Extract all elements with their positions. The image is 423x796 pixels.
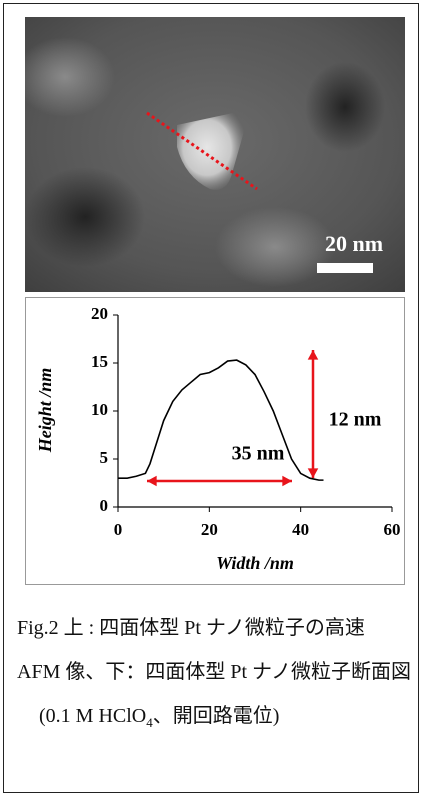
- chart: Width /nm Height /nm 0 5 10 15 20 0 20 40 60 35 n…: [25, 297, 405, 585]
- x-tick-label: 20: [201, 520, 218, 539]
- y-tick-label: 0: [100, 496, 109, 515]
- x-axis-label: Width /nm: [216, 553, 294, 573]
- y-tick-label: 10: [91, 400, 108, 419]
- scale-bar: [317, 263, 373, 273]
- annotation-label: 12 nm: [329, 409, 382, 431]
- chart-frame: [26, 298, 405, 585]
- annotation-label: 35 nm: [232, 443, 285, 465]
- x-tick-label: 60: [384, 520, 401, 539]
- y-tick-label: 20: [91, 304, 108, 323]
- x-tick-label: 40: [292, 520, 309, 539]
- y-axis-label: Height /nm: [35, 368, 55, 454]
- y-tick-label: 15: [91, 352, 108, 371]
- caption-part: 、開回路電位): [153, 705, 280, 727]
- afm-image: 20 nm: [25, 17, 405, 292]
- caption-conditions: (0.1 M HClO4、開回路電位): [17, 694, 412, 745]
- x-tick-label: 0: [114, 520, 123, 539]
- y-tick-label: 5: [100, 448, 109, 467]
- caption: Fig.2 上 : 四面体型 Pt ナノ微粒子の高速 AFM 像、下：四面体型 …: [17, 606, 412, 745]
- page: {"image": {"scale_bar_label": "20 nm"}, …: [0, 0, 423, 796]
- scale-bar-label: 20 nm: [325, 231, 383, 256]
- afm-texture: [25, 167, 145, 267]
- caption-text: Fig.2 上 : 四面体型 Pt ナノ微粒子の高速 AFM 像、下：四面体型 …: [17, 606, 412, 694]
- afm-texture: [215, 207, 335, 287]
- afm-texture: [305, 62, 385, 152]
- caption-part: (0.1 M HClO: [39, 705, 146, 727]
